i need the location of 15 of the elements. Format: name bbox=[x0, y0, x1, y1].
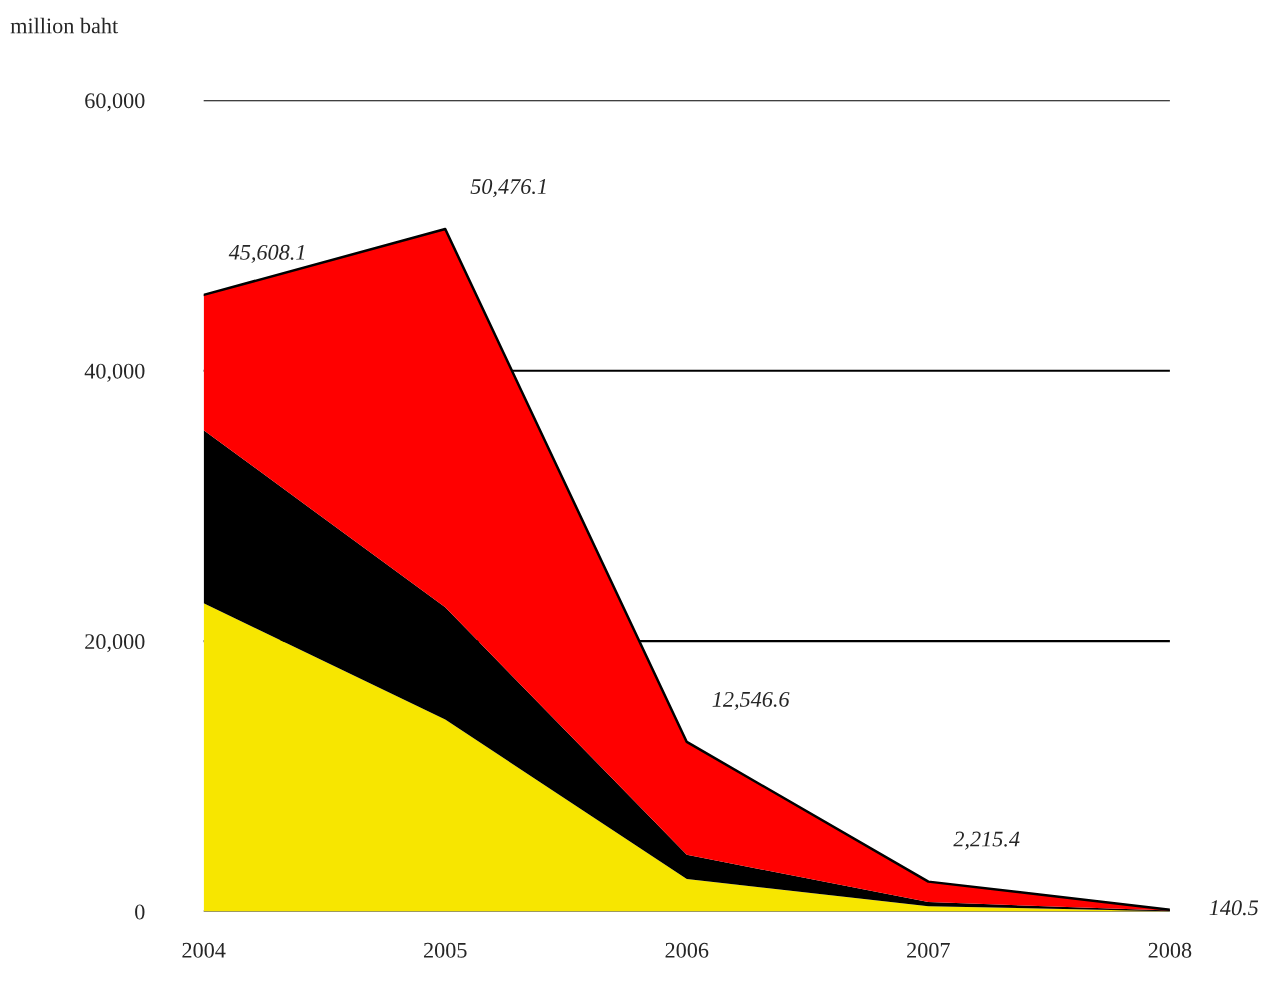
x-tick-label: 2007 bbox=[907, 942, 950, 958]
x-tick-label: 2008 bbox=[1148, 942, 1192, 958]
total-label: 45,608.1 bbox=[228, 244, 305, 264]
y-axis-title: million baht bbox=[10, 17, 119, 34]
total-label: 140.5 bbox=[1209, 900, 1259, 916]
y-tick-label: 20,000 bbox=[85, 634, 145, 653]
y-tick-label: 40,000 bbox=[84, 363, 145, 382]
total-label: 2,215.4 bbox=[953, 831, 1020, 850]
y-tick-label: 60,000 bbox=[85, 93, 145, 112]
total-label: 12,546.6 bbox=[712, 691, 790, 711]
x-tick-label: 2004 bbox=[182, 942, 226, 958]
y-tick-label: 0 bbox=[135, 904, 145, 920]
total-label: 50,476.1 bbox=[470, 179, 546, 198]
x-tick-label: 2005 bbox=[423, 942, 467, 958]
x-tick-label: 2006 bbox=[665, 942, 709, 958]
